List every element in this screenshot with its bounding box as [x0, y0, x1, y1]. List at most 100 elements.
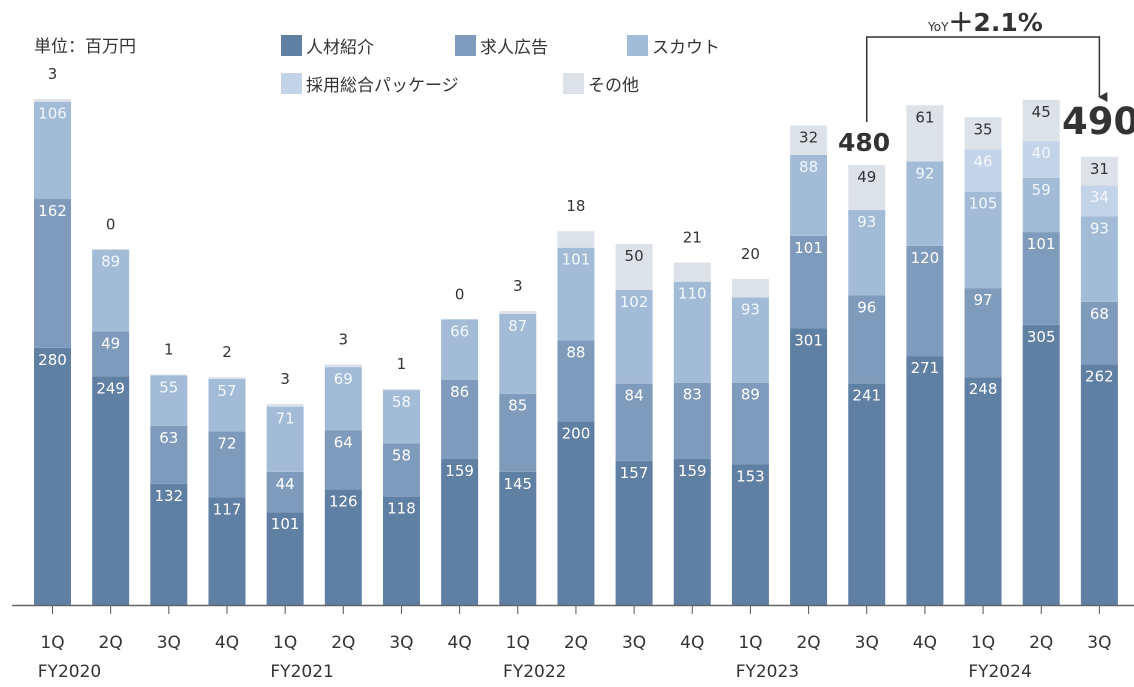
- data-label: 241: [852, 387, 881, 405]
- data-label: 66: [450, 322, 469, 340]
- data-label-other: 32: [799, 129, 818, 147]
- data-label: 153: [736, 467, 765, 485]
- bar-segment: [1022, 232, 1060, 325]
- data-label: 200: [562, 424, 591, 442]
- bar-segment: [382, 496, 420, 605]
- legend-swatch: [455, 35, 476, 56]
- data-label-other: 21: [683, 228, 702, 246]
- data-label: 93: [1090, 219, 1109, 237]
- bar-segment: [906, 356, 944, 605]
- x-tick-label: 3Q: [855, 633, 879, 653]
- data-label: 92: [915, 164, 934, 182]
- data-label: 271: [911, 359, 940, 377]
- bar-segment: [266, 512, 304, 605]
- x-tick-label: 1Q: [273, 633, 297, 653]
- bar-segment: [615, 244, 653, 290]
- bar-segment: [673, 458, 711, 605]
- curr-total-callout: 490: [1062, 100, 1134, 143]
- bar-segment: [208, 431, 246, 498]
- bar-segment: [208, 497, 246, 605]
- bar-segment: [499, 471, 537, 605]
- bar-segment: [1022, 324, 1060, 605]
- data-label-other: 1: [397, 355, 407, 373]
- data-label: 248: [969, 380, 998, 398]
- data-label-other: 49: [857, 168, 876, 186]
- bar-segment: [441, 379, 479, 459]
- data-label: 57: [217, 382, 236, 400]
- data-label: 101: [562, 251, 591, 269]
- data-label: 85: [508, 397, 527, 415]
- x-tick-label: 2Q: [564, 633, 588, 653]
- bar-segment: [906, 161, 944, 246]
- fiscal-year-label: FY2020: [38, 662, 101, 682]
- data-label-other: 1: [164, 340, 174, 358]
- bar-segment: [1022, 177, 1060, 233]
- bar-segment: [324, 364, 362, 368]
- data-label-other: 3: [48, 65, 58, 83]
- x-tick-label: 2Q: [796, 633, 820, 653]
- bar-segment: [208, 379, 246, 432]
- data-label: 305: [1027, 328, 1056, 346]
- data-label: 96: [857, 298, 876, 316]
- bar-segment: [382, 390, 420, 444]
- bar-segment: [848, 383, 886, 605]
- data-label-other: 20: [741, 245, 760, 263]
- data-label-other: 3: [339, 330, 349, 348]
- yoy-bracket-arrow: [865, 36, 1108, 122]
- bar-segment: [324, 430, 362, 490]
- data-label-other: 50: [625, 247, 644, 265]
- bar-segment: [34, 101, 71, 200]
- data-label: 63: [159, 429, 178, 447]
- data-label: 110: [678, 285, 707, 303]
- data-label: 88: [799, 158, 818, 176]
- data-label: 34: [1090, 188, 1109, 206]
- data-label: 120: [911, 249, 940, 267]
- bar-segment: [34, 347, 71, 605]
- bar-segment: [964, 377, 1002, 605]
- data-label: 105: [969, 195, 998, 213]
- bar-segment: [964, 288, 1002, 378]
- bar-segment: [557, 421, 595, 605]
- bar-segment: [499, 313, 537, 394]
- bar-segment: [964, 149, 1002, 192]
- legend-swatch: [563, 73, 584, 94]
- data-label: 117: [213, 501, 242, 519]
- bar-segment: [1080, 364, 1118, 605]
- bar-segment: [906, 105, 944, 162]
- bar-segment: [34, 98, 71, 102]
- x-tick-label: 4Q: [448, 633, 472, 653]
- fiscal-year-label: FY2022: [503, 662, 566, 682]
- bar-segment: [790, 235, 828, 329]
- data-label-other: 2: [222, 343, 232, 361]
- legend-label: 採用総合パッケージ: [306, 76, 459, 96]
- bar-segment: [557, 231, 595, 248]
- bar-segment: [615, 289, 653, 384]
- bar-segment: [1080, 301, 1118, 365]
- fiscal-year-label: FY2021: [270, 662, 333, 682]
- data-label: 159: [678, 462, 707, 480]
- data-label: 46: [974, 152, 993, 170]
- data-label: 93: [857, 213, 876, 231]
- legend-item-scout: スカウト: [627, 33, 720, 58]
- data-label-other: 35: [974, 120, 993, 138]
- bar-segment: [441, 458, 479, 605]
- bar-segment: [1080, 156, 1118, 186]
- x-tick-label: 1Q: [738, 633, 762, 653]
- fiscal-year-label: FY2024: [968, 662, 1031, 682]
- bar-segment: [615, 460, 653, 605]
- bar-segment: [150, 374, 188, 376]
- data-label: 86: [450, 383, 469, 401]
- legend-item-recruitment: 人材紹介: [281, 33, 374, 58]
- data-label: 69: [334, 370, 353, 388]
- bar-segment: [150, 483, 188, 605]
- data-label: 126: [329, 492, 358, 510]
- data-label: 249: [96, 379, 125, 397]
- data-label: 84: [625, 387, 644, 405]
- data-label: 58: [392, 393, 411, 411]
- data-label: 87: [508, 317, 527, 335]
- bar-segment: [150, 425, 188, 484]
- x-tick-label: 1Q: [506, 633, 530, 653]
- bar-segment: [731, 278, 769, 298]
- legend-label: その他: [588, 76, 639, 96]
